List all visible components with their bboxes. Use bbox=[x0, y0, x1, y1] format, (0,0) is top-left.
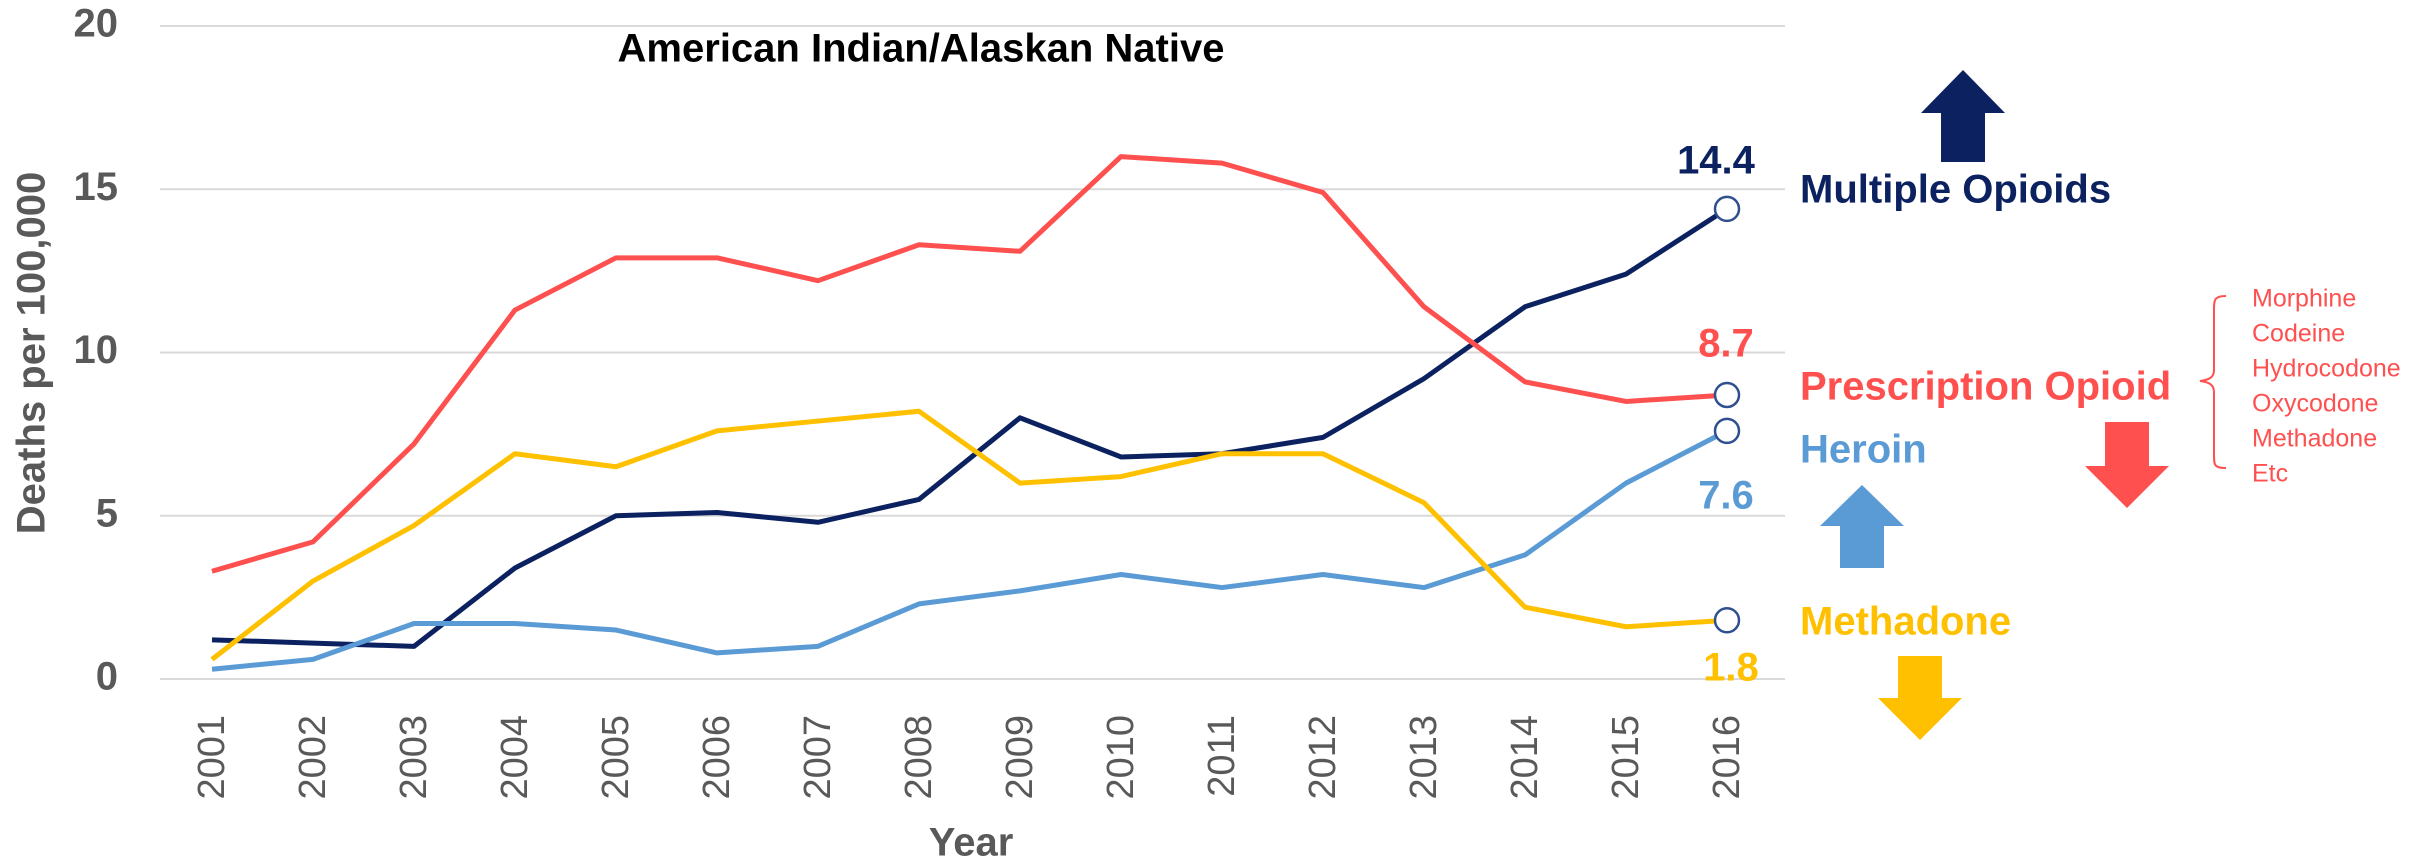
end-marker bbox=[1713, 195, 1741, 223]
x-tick-label: 2014 bbox=[1504, 715, 1546, 800]
series-line bbox=[211, 428, 1729, 672]
end-marker bbox=[1713, 606, 1741, 634]
value-label: 8.7 bbox=[1698, 322, 1754, 366]
end-marker bbox=[1713, 417, 1741, 445]
up-arrow bbox=[1921, 70, 2005, 162]
series-label: Heroin bbox=[1800, 428, 1927, 472]
x-tick-label: 2004 bbox=[494, 715, 536, 800]
value-label: 14.4 bbox=[1677, 139, 1756, 183]
annotation: Oxycodone bbox=[2252, 390, 2378, 418]
annotation: Methadone bbox=[2252, 425, 2377, 453]
y-tick-label: 5 bbox=[96, 491, 118, 535]
bracket bbox=[2199, 295, 2227, 469]
x-axis-label: Year bbox=[929, 821, 1014, 865]
y-tick-label: 15 bbox=[74, 165, 119, 209]
series-label: Methadone bbox=[1800, 600, 2011, 644]
chart-title: American Indian/Alaskan Native bbox=[618, 27, 1225, 71]
y-tick-label: 20 bbox=[74, 2, 119, 46]
annotation: Morphine bbox=[2252, 285, 2356, 313]
x-tick-label: 2016 bbox=[1706, 715, 1748, 800]
annotation: Codeine bbox=[2252, 320, 2345, 348]
annotation: Etc bbox=[2252, 460, 2288, 488]
x-tick-label: 2007 bbox=[797, 715, 839, 800]
series-line bbox=[211, 154, 1728, 574]
down-arrow bbox=[2085, 422, 2169, 508]
x-tick-label: 2009 bbox=[999, 715, 1041, 800]
end-marker bbox=[1713, 381, 1741, 409]
annotation: Hydrocodone bbox=[2252, 355, 2401, 383]
y-axis-label: Deaths per 100,000 bbox=[10, 172, 54, 534]
x-tick-label: 2011 bbox=[1201, 715, 1243, 797]
x-tick-label: 2008 bbox=[898, 715, 940, 800]
x-tick-label: 2001 bbox=[191, 715, 233, 800]
y-tick-label: 10 bbox=[74, 328, 119, 372]
x-tick-label: 2006 bbox=[696, 715, 738, 800]
x-tick-label: 2015 bbox=[1605, 715, 1647, 800]
x-tick-label: 2012 bbox=[1302, 715, 1344, 800]
x-tick-label: 2005 bbox=[595, 715, 637, 800]
x-tick-label: 2010 bbox=[1100, 715, 1142, 800]
y-tick-label: 0 bbox=[96, 655, 118, 699]
x-tick-label: 2013 bbox=[1403, 715, 1445, 800]
series-label: Multiple Opioids bbox=[1800, 168, 2111, 212]
value-label: 1.8 bbox=[1703, 646, 1759, 690]
up-arrow bbox=[1820, 485, 1904, 568]
value-label: 7.6 bbox=[1698, 474, 1754, 518]
x-tick-label: 2002 bbox=[292, 715, 334, 800]
series-line bbox=[210, 408, 1728, 662]
down-arrow bbox=[1878, 656, 1962, 740]
x-tick-label: 2003 bbox=[393, 715, 435, 800]
series-label: Prescription Opioid bbox=[1800, 365, 2171, 409]
